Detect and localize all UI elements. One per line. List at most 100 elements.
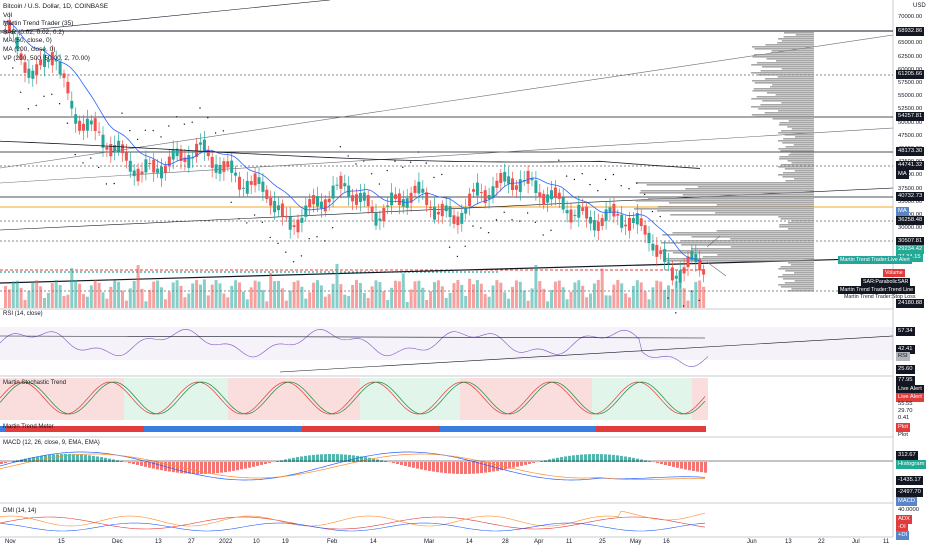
volume-bar <box>402 273 405 308</box>
candle-body <box>570 210 573 223</box>
volume-bar <box>675 281 678 308</box>
candle-body <box>98 132 101 133</box>
macd-histogram-bar <box>224 462 227 472</box>
legend-item[interactable]: Martin Trend Trader (35) <box>3 20 108 29</box>
trend-meter-bar <box>690 426 692 432</box>
trend-meter-bar <box>192 426 194 432</box>
volume-bar <box>484 294 487 308</box>
trend-meter-bar <box>284 426 286 432</box>
macd-histogram-bar <box>532 462 535 463</box>
sar-dot <box>511 219 512 220</box>
trend-meter-bar <box>492 426 494 432</box>
macd-histogram-bar <box>176 462 179 473</box>
candle-body <box>250 181 253 185</box>
volume-bar <box>375 280 378 308</box>
trend-meter-bar <box>400 426 402 432</box>
candle-body <box>293 225 296 227</box>
candle-body <box>437 212 440 215</box>
sar-dot <box>558 160 559 161</box>
time-tick: 14 <box>466 539 473 545</box>
volume-bar <box>113 280 116 308</box>
candle-body <box>632 218 635 223</box>
candle-body <box>31 71 34 79</box>
sar-dot <box>324 240 325 241</box>
macd-pane-label[interactable]: MACD (12, 26, close, 9, EMA, EMA) <box>3 440 100 446</box>
sar-dot <box>480 227 481 228</box>
sar-dot <box>223 130 224 131</box>
time-tick: 27 <box>188 539 195 545</box>
candle-body <box>351 195 354 201</box>
candle-body <box>63 73 66 78</box>
rsi-pane-label[interactable]: RSI (14, close) <box>3 311 43 317</box>
volume-bar <box>562 287 565 308</box>
sar-dot <box>410 162 411 163</box>
volume-bar <box>222 293 225 308</box>
trend-meter-bar <box>144 426 146 432</box>
trend-meter-bar <box>562 426 564 432</box>
sar-dot <box>12 67 13 68</box>
legend-item[interactable]: Vol <box>3 12 108 21</box>
volume-bar <box>16 281 19 308</box>
macd-histogram-bar <box>560 457 563 462</box>
candle-body <box>24 62 27 72</box>
sar-dot <box>426 162 427 163</box>
stoch-pane-label[interactable]: Martin Stochastic Trend <box>3 380 66 386</box>
stoch-bg <box>252 378 256 420</box>
volume-profile-bar <box>795 136 814 138</box>
stoch-bg <box>140 378 144 420</box>
volume-bar <box>31 282 34 308</box>
time-tick: 11 <box>566 539 572 545</box>
volume-profile-bar <box>762 66 814 68</box>
volume-bar <box>554 282 557 308</box>
volume-profile-bar <box>755 116 814 118</box>
legend-item[interactable]: MA (50, close, 0) <box>3 37 108 46</box>
volume-bar <box>51 283 54 308</box>
candle-body <box>425 192 428 205</box>
candle-body <box>222 161 225 172</box>
volume-profile-bar <box>792 162 814 164</box>
volume-bar <box>187 294 190 308</box>
legend-item[interactable]: VP (200, 500, 50.00, 2, 70.00) <box>3 55 108 64</box>
dmi-level: 40.0000 <box>896 506 921 515</box>
volume-profile-bar <box>767 58 814 60</box>
stoch-bg <box>692 378 696 420</box>
candle-body <box>394 194 397 199</box>
sar-dot <box>667 297 668 298</box>
volume-profile-bar <box>762 100 814 102</box>
volume-bar <box>74 280 77 308</box>
trend-meter-label[interactable]: Martin Trend Meter <box>3 424 54 430</box>
trend-meter-bar <box>384 426 386 432</box>
volume-profile-bar <box>791 152 814 154</box>
legend-item[interactable]: MA (200, close, 0) <box>3 46 108 55</box>
volume-profile-bar <box>778 174 814 176</box>
candle-body <box>113 145 116 151</box>
volume-bar <box>211 285 214 308</box>
volume-tag: Volume <box>883 269 905 277</box>
volume-bar <box>332 284 335 308</box>
trend-meter-bar <box>340 426 342 432</box>
symbol-title[interactable]: Bitcoin / U.S. Dollar, 1D, COINBASE <box>3 3 108 12</box>
sar-dot <box>457 256 458 257</box>
trend-meter-bar <box>188 426 190 432</box>
candle-body <box>289 217 292 230</box>
legend-item[interactable]: SAR (0.02, 0.02, 0.2) <box>3 29 108 38</box>
stoch-bg <box>92 378 96 420</box>
trend-meter-bar <box>480 426 482 432</box>
dmi-pane-label[interactable]: DMI (14, 14) <box>3 508 36 514</box>
volume-bar <box>624 293 627 308</box>
trend-meter-bar <box>670 426 672 432</box>
volume-bar <box>445 298 448 308</box>
candle-body <box>336 185 339 186</box>
trend-meter-bar <box>218 426 220 432</box>
macd-histogram-bar <box>700 462 703 472</box>
price-label: 40732.73 <box>896 192 924 201</box>
volume-bar <box>86 297 89 308</box>
volume-profile-bar <box>788 228 814 230</box>
candle-body <box>35 64 38 75</box>
volume-profile-bar <box>669 202 814 204</box>
trend-meter-bar <box>434 426 436 432</box>
volume-bar <box>230 286 233 308</box>
trend-meter-bar <box>390 426 392 432</box>
